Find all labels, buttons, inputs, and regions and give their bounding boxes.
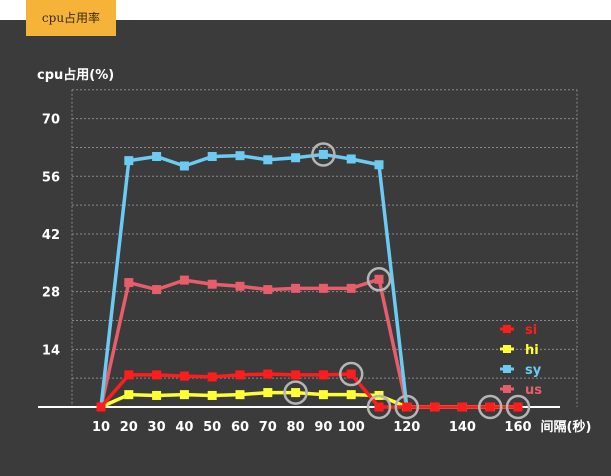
data-point-si (179, 371, 189, 381)
highlight-ring (505, 394, 531, 420)
data-point-us (124, 278, 134, 288)
data-point-hi (291, 388, 301, 398)
data-point-hi (346, 390, 356, 400)
y-tick-label: 28 (42, 286, 60, 301)
data-point-si (457, 402, 467, 412)
data-point-sy (374, 160, 384, 170)
y-axis-title: cpu占用(%) (37, 67, 114, 83)
data-point-sy (263, 155, 273, 165)
series-line-si (99, 372, 518, 409)
data-point-sy (179, 161, 189, 171)
data-point-hi (318, 390, 328, 400)
y-tick-label: 42 (42, 228, 60, 243)
series-line-hi (100, 390, 518, 409)
x-tick-label: 30 (148, 420, 166, 435)
highlight-ring (366, 394, 392, 420)
data-point-us (207, 279, 217, 289)
data-point-si (235, 370, 245, 380)
x-tick-label: 50 (203, 420, 221, 435)
legend-label-us: us (525, 383, 542, 398)
data-point-hi (152, 390, 162, 400)
series-line-us (99, 277, 518, 409)
data-point-sy (124, 156, 134, 166)
data-point-us (291, 283, 301, 293)
data-point-sy (291, 153, 301, 163)
legend-marker-us (503, 385, 511, 393)
data-point-hi (235, 390, 245, 400)
legend-label-si: si (525, 323, 537, 338)
x-tick-label: 80 (287, 420, 305, 435)
series-line-sy (99, 152, 518, 409)
legend-marker-si (503, 325, 511, 333)
data-point-si (124, 370, 134, 380)
x-tick-label: 70 (259, 420, 277, 435)
data-point-si (346, 369, 356, 379)
data-point-hi (207, 390, 217, 400)
data-point-si (430, 402, 440, 412)
x-tick-label: 20 (120, 420, 138, 435)
y-tick-label: 70 (42, 113, 60, 128)
data-point-sy (235, 151, 245, 161)
legend-marker-sy (503, 365, 511, 373)
highlight-ring (311, 142, 336, 167)
highlight-ring (477, 394, 503, 420)
highlight-ring (366, 267, 392, 292)
x-tick-label: 60 (231, 420, 249, 435)
x-tick-label: 140 (449, 420, 476, 435)
data-point-si (374, 402, 384, 412)
legend: si hi sy us (500, 323, 542, 398)
x-tick-label: 100 (338, 420, 365, 435)
x-tick-label: 10 (92, 420, 110, 435)
data-point-us (179, 275, 189, 285)
data-point-si (318, 370, 328, 380)
legend-label-sy: sy (525, 363, 542, 378)
x-axis-title: 间隔(秒) (541, 419, 592, 435)
data-point-hi (124, 390, 134, 400)
x-tick-labels: 10 20 30 40 50 60 70 80 90 100 120 140 160 (92, 420, 532, 435)
highlight-rings (283, 142, 531, 420)
highlight-ring (394, 394, 420, 420)
y-tick-label: 56 (42, 170, 60, 185)
data-point-us (263, 285, 273, 295)
data-point-si (485, 402, 495, 412)
data-point-us (152, 285, 162, 295)
x-tick-label: 160 (504, 420, 531, 435)
data-point-si (513, 402, 523, 412)
data-point-si (96, 402, 106, 412)
highlight-ring (338, 361, 364, 387)
y-tick-label: 14 (42, 343, 60, 358)
tab-cpu-usage[interactable]: cpu占用率 (26, 0, 116, 36)
data-point-si (263, 369, 273, 379)
data-point-si (402, 402, 412, 412)
data-point-us (346, 283, 356, 293)
series-lines (96, 149, 523, 412)
data-point-us (318, 283, 328, 293)
highlight-ring (283, 380, 308, 405)
data-point-si (291, 370, 301, 380)
data-point-sy (346, 154, 356, 164)
legend-label-hi: hi (525, 343, 539, 358)
data-point-us (374, 274, 384, 284)
data-point-hi (179, 390, 189, 400)
data-point-si (152, 370, 162, 380)
y-tick-labels: 14 28 42 56 70 (42, 113, 60, 359)
legend-marker-hi (503, 345, 511, 353)
x-tick-label: 90 (314, 420, 332, 435)
x-tick-label: 120 (393, 420, 420, 435)
data-point-si (207, 372, 217, 382)
data-point-sy (152, 152, 162, 162)
grid-lines (71, 89, 578, 407)
x-tick-label: 40 (175, 420, 193, 435)
data-point-sy (318, 149, 328, 159)
data-point-sy (207, 152, 217, 162)
data-point-us (235, 281, 245, 291)
data-point-hi (263, 388, 273, 398)
